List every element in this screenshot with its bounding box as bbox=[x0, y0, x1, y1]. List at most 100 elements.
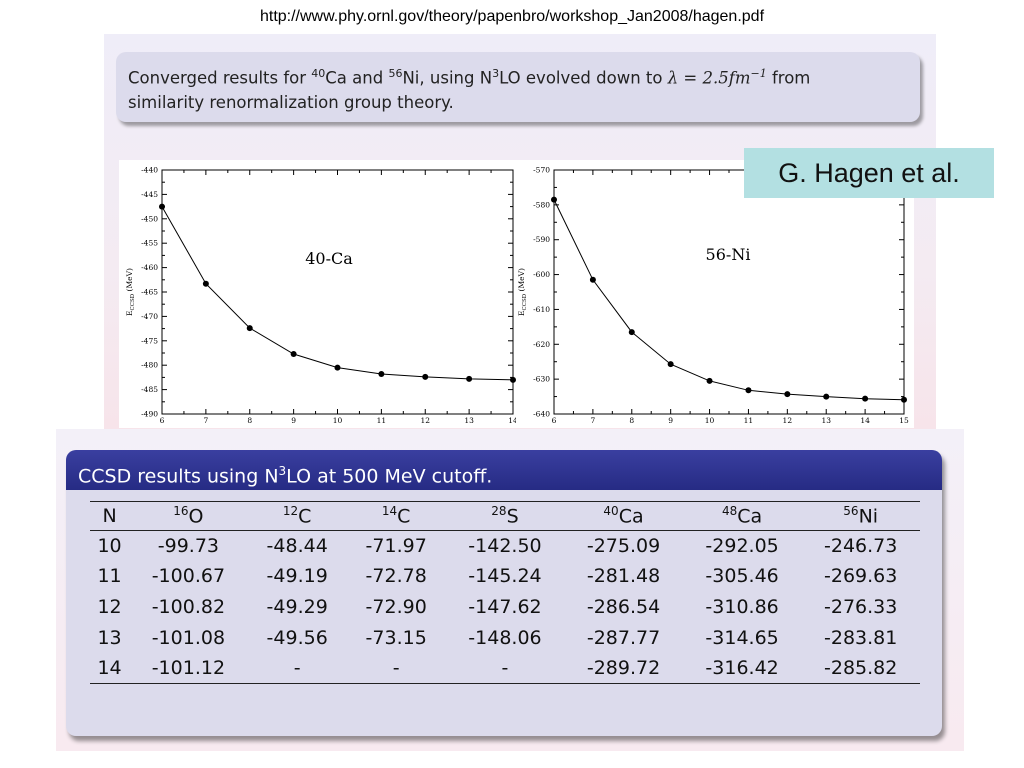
data-point-56-ni bbox=[901, 396, 907, 403]
ccsd-results-table: N 16O 12C 14C 28S 40Ca 48Ca 56Ni 10 -99.… bbox=[90, 501, 920, 684]
author-label: G. Hagen et al. bbox=[744, 148, 994, 198]
y-tick-label: -450 bbox=[141, 214, 158, 223]
data-point-56-ni bbox=[862, 395, 869, 402]
cell-c12: -49.19 bbox=[266, 565, 328, 588]
y-tick-label: -455 bbox=[141, 239, 158, 248]
data-point-56-ni bbox=[628, 329, 635, 336]
y-axis-label: ECCSD (MeV) bbox=[517, 268, 528, 316]
data-point-40-ca bbox=[202, 280, 209, 287]
description-line-2: similarity renormalization group theory. bbox=[128, 92, 454, 112]
y-tick-label: -440 bbox=[141, 166, 158, 175]
data-point-56-ni bbox=[667, 361, 674, 368]
x-tick-label: 11 bbox=[377, 416, 387, 425]
cell-ca40: -287.77 bbox=[586, 626, 661, 649]
y-axis-label-sub: CCSD bbox=[130, 293, 136, 310]
data-point-56-ni bbox=[745, 387, 752, 394]
chart-56-ni: -570 -580 -590 -600 -610 -620 -630 -640 6 7 8 9 10 11… bbox=[516, 160, 914, 428]
x-tick-label: 9 bbox=[291, 416, 296, 425]
x-tick-label: 8 bbox=[629, 416, 634, 425]
chart-title-40-ca: 40-Ca bbox=[305, 249, 353, 268]
cell-s28: -147.62 bbox=[468, 595, 542, 618]
plot-frame bbox=[553, 169, 905, 415]
x-tick-label: 7 bbox=[203, 416, 208, 425]
cell-ca48: -292.05 bbox=[705, 535, 779, 558]
cell-c14: -71.97 bbox=[365, 535, 427, 558]
series-line-40-ca bbox=[161, 206, 514, 381]
col-header-c14: 14C bbox=[346, 501, 446, 531]
data-point-40-ca bbox=[334, 364, 341, 371]
data-point-40-ca bbox=[422, 373, 429, 380]
y-axis-label-sub: CCSD bbox=[522, 293, 528, 310]
cell-n: 13 bbox=[97, 626, 122, 649]
y-tick-label: -460 bbox=[141, 263, 158, 272]
y-axis-label-main: E bbox=[517, 310, 526, 315]
x-tick-label: 10 bbox=[333, 416, 343, 425]
cell-ni56: -246.73 bbox=[824, 535, 898, 558]
cell-o16: -100.67 bbox=[151, 565, 226, 588]
cell-ni56: -276.33 bbox=[824, 595, 898, 618]
y-tick-label: -475 bbox=[141, 336, 158, 345]
col-header-ca48: 48Ca bbox=[682, 501, 802, 531]
y-tick-label: -610 bbox=[533, 305, 550, 314]
data-point-40-ca bbox=[246, 325, 253, 332]
y-tick-label: -490 bbox=[141, 410, 158, 419]
col-header-ni56: 56Ni bbox=[801, 501, 920, 531]
data-point-56-ni bbox=[784, 391, 791, 398]
cell-c12: -49.29 bbox=[266, 595, 328, 618]
y-tick-label: -630 bbox=[533, 375, 550, 384]
cell-c14: - bbox=[346, 652, 446, 684]
y-tick-label: -590 bbox=[533, 235, 550, 244]
chart-title-56-ni: 56-Ni bbox=[706, 245, 751, 264]
y-tick-label: -570 bbox=[533, 166, 550, 175]
col-header-ca40: 40Ca bbox=[564, 501, 683, 531]
y-tick-label: -640 bbox=[533, 410, 550, 419]
y-tick-label: -485 bbox=[141, 385, 158, 394]
chart-40-ca-svg: -440 -445 -450 -455 -460 -465 -470 -475 -480 -485… bbox=[125, 166, 518, 426]
table-header-row: N 16O 12C 14C 28S 40Ca 48Ca 56Ni bbox=[90, 501, 920, 531]
x-tick-label: 12 bbox=[783, 416, 793, 425]
x-tick-label: 11 bbox=[744, 416, 754, 425]
x-tick-label: 6 bbox=[160, 416, 165, 425]
col-header-s28: 28S bbox=[445, 501, 565, 531]
x-tick-label: 14 bbox=[508, 416, 518, 425]
description-line-1: Converged results for 40Ca and 56Ni, usi… bbox=[128, 67, 811, 88]
data-point-40-ca bbox=[290, 350, 297, 357]
cell-o16: -101.08 bbox=[151, 626, 226, 649]
cell-c12: - bbox=[247, 652, 347, 684]
y-axis-label: ECCSD (MeV) bbox=[125, 268, 136, 316]
cell-ca40: -289.72 bbox=[564, 652, 683, 684]
cell-ca40: -281.48 bbox=[586, 565, 661, 588]
col-header-c12: 12C bbox=[247, 501, 347, 531]
data-point-56-ni bbox=[823, 393, 830, 400]
y-axis-label-unit: (MeV) bbox=[125, 268, 134, 294]
cell-ni56: -283.81 bbox=[824, 626, 898, 649]
table-row: 12 -100.82 -49.29 -72.90 -147.62 -286.54… bbox=[90, 592, 920, 623]
table-row: 11 -100.67 -49.19 -72.78 -145.24 -281.48… bbox=[90, 561, 920, 592]
x-tick-label: 12 bbox=[420, 416, 430, 425]
cell-s28: -142.50 bbox=[468, 535, 542, 558]
x-tick-label: 15 bbox=[899, 416, 909, 425]
cell-s28: -148.06 bbox=[468, 626, 542, 649]
y-tick-label: -620 bbox=[533, 340, 550, 349]
x-tick-label: 8 bbox=[247, 416, 252, 425]
y-axis-label-main: E bbox=[125, 310, 134, 315]
x-tick-label: 7 bbox=[590, 416, 595, 425]
data-point-56-ni bbox=[551, 196, 557, 203]
data-point-40-ca bbox=[510, 376, 516, 383]
series-line-56-ni bbox=[553, 199, 905, 401]
cell-s28: - bbox=[445, 652, 565, 684]
cell-ca40: -275.09 bbox=[586, 535, 661, 558]
cell-c14: -72.90 bbox=[365, 595, 427, 618]
cell-ca48: -316.42 bbox=[682, 652, 802, 684]
cell-o16: -100.82 bbox=[151, 595, 226, 618]
source-url: http://www.phy.ornl.gov/theory/papenbro/… bbox=[259, 8, 765, 25]
data-point-40-ca bbox=[466, 375, 473, 382]
x-tick-label: 13 bbox=[821, 416, 831, 425]
cell-n: 12 bbox=[97, 595, 122, 618]
y-tick-label: -480 bbox=[141, 361, 158, 370]
y-tick-label: -465 bbox=[141, 288, 158, 297]
table-row: 13 -101.08 -49.56 -73.15 -148.06 -287.77… bbox=[90, 622, 920, 653]
results-block-title: CCSD results using N3LO at 500 MeV cutof… bbox=[66, 450, 942, 490]
data-point-56-ni bbox=[589, 276, 596, 283]
cell-ca48: -305.46 bbox=[705, 565, 779, 588]
